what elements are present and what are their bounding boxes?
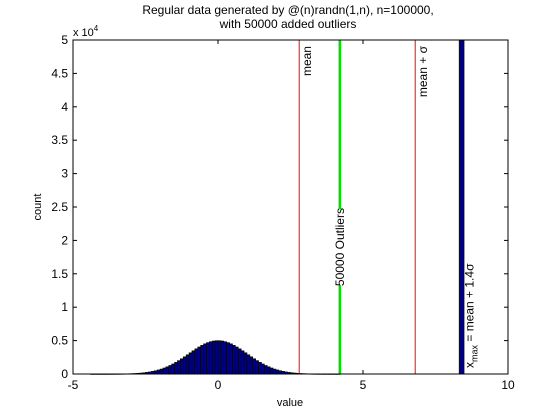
- y-axis-exponent-power: 4: [94, 24, 99, 33]
- reference-line-label-sigma: σ: [416, 45, 430, 53]
- histogram-bar: [197, 346, 201, 375]
- y-tick-label: 0.5: [51, 334, 68, 348]
- reference-line-label-main: 50000 Outliers: [333, 208, 347, 286]
- reference-line-label-main: mean: [300, 46, 314, 76]
- histogram-bar: [261, 363, 265, 375]
- y-tick-label: 3.5: [51, 133, 68, 147]
- histogram-bar: [272, 368, 277, 375]
- x-axis-ticks: -5 0 5 10: [68, 40, 515, 392]
- histogram-bar: [211, 340, 216, 375]
- histogram-bar: [275, 369, 280, 375]
- histogram-bar: [223, 341, 227, 375]
- y-tick-label: 0: [61, 367, 68, 381]
- reference-line-label: mean: [300, 46, 314, 76]
- reference-line-label: 50000 Outliers: [333, 208, 347, 286]
- plot-area: mean mean + σ 50000 Outliers xmax = mean + …: [51, 33, 515, 392]
- histogram-bar: [188, 352, 193, 375]
- histogram-bar: [229, 343, 233, 375]
- histogram-bar: [200, 345, 204, 375]
- histogram-bar: [243, 352, 248, 375]
- y-tick-label: 4.5: [51, 66, 68, 80]
- y-tick-label: 1.5: [51, 267, 68, 281]
- x-tick-label: -5: [68, 378, 79, 392]
- histogram-bar: [177, 360, 181, 375]
- chart-title-line-2: with 50000 added outliers: [219, 17, 357, 31]
- histogram-bar: [162, 367, 167, 375]
- histogram-bar: [168, 365, 172, 375]
- reference-line-label-main: x: [463, 362, 477, 368]
- y-tick-label: 1: [61, 300, 68, 314]
- y-tick-label: 3: [61, 167, 68, 181]
- y-tick-label: 2.5: [51, 200, 68, 214]
- y-axis-ticks: 0 0.5 1 1.5 2 2.5 3 3.5 4 4.5 5: [51, 33, 508, 381]
- histogram-bar: [240, 350, 245, 375]
- y-tick-label: 5: [61, 33, 68, 47]
- histogram-bar: [264, 365, 268, 375]
- reference-line-label-tail: = mean + 1.4: [463, 271, 477, 345]
- y-tick-label: 2: [61, 233, 68, 247]
- y-tick-label: 4: [61, 100, 68, 114]
- histogram-bar: [235, 346, 239, 375]
- histogram-bar: [171, 363, 175, 375]
- histogram-bar: [255, 360, 259, 375]
- histogram-bar: [203, 343, 207, 375]
- y-axis-label: count: [32, 194, 44, 221]
- x-tick-label: 0: [215, 378, 222, 392]
- histogram-bar: [238, 348, 242, 375]
- histogram-bar: [209, 341, 213, 375]
- reference-line-label-subscript: max: [470, 344, 480, 362]
- histogram-bar: [220, 340, 225, 375]
- histogram-bar: [180, 358, 184, 375]
- histogram-bar: [267, 366, 271, 375]
- histogram-bar: [246, 354, 251, 375]
- histogram-bar: [226, 342, 230, 375]
- y-axis-exponent: x 104: [73, 24, 99, 39]
- reference-line-label-main: mean +: [416, 53, 430, 97]
- reference-line-label: mean + σ: [416, 45, 430, 97]
- histogram-bar: [232, 345, 236, 375]
- histogram-bar: [182, 356, 187, 375]
- histogram-bar: [269, 367, 274, 375]
- histogram-bar: [249, 356, 254, 375]
- x-tick-label: 5: [360, 378, 367, 392]
- reference-line-label: xmax = mean + 1.4σ: [463, 263, 480, 368]
- histogram-bar: [194, 348, 198, 375]
- histogram-bar: [217, 340, 222, 375]
- plot-frame: [73, 40, 508, 374]
- histogram-bar: [185, 354, 190, 375]
- histogram-bar: [156, 369, 161, 375]
- x-tick-label: 10: [501, 378, 515, 392]
- histogram-bar: [258, 362, 262, 375]
- histogram-bar: [214, 340, 219, 375]
- histogram-bar: [174, 362, 178, 375]
- reference-line-labels: mean mean + σ 50000 Outliers xmax = mean + …: [300, 45, 479, 368]
- reference-lines: [298, 40, 416, 374]
- histogram-bar: [252, 358, 256, 375]
- histogram-bar: [165, 366, 169, 375]
- histogram-bar: [159, 368, 164, 375]
- chart-title-line-1: Regular data generated by @(n)randn(1,n)…: [142, 3, 433, 17]
- x-axis-label: value: [277, 397, 303, 409]
- reference-line-label-sigma: σ: [463, 263, 477, 271]
- y-axis-exponent-base: x 10: [73, 27, 94, 39]
- histogram-bar: [206, 342, 210, 375]
- histogram-bar: [191, 350, 196, 375]
